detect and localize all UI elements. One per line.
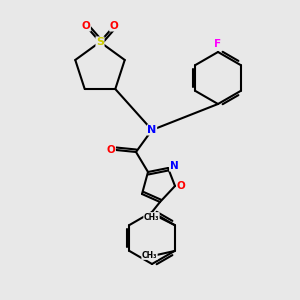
Text: O: O <box>110 21 118 31</box>
Text: F: F <box>214 39 222 49</box>
Text: CH₃: CH₃ <box>144 212 159 221</box>
Text: O: O <box>106 145 116 155</box>
Text: O: O <box>82 21 90 31</box>
Text: O: O <box>177 181 185 191</box>
Text: S: S <box>96 37 104 47</box>
Text: N: N <box>147 125 157 135</box>
Text: CH₃: CH₃ <box>142 250 157 260</box>
Text: N: N <box>169 161 178 171</box>
